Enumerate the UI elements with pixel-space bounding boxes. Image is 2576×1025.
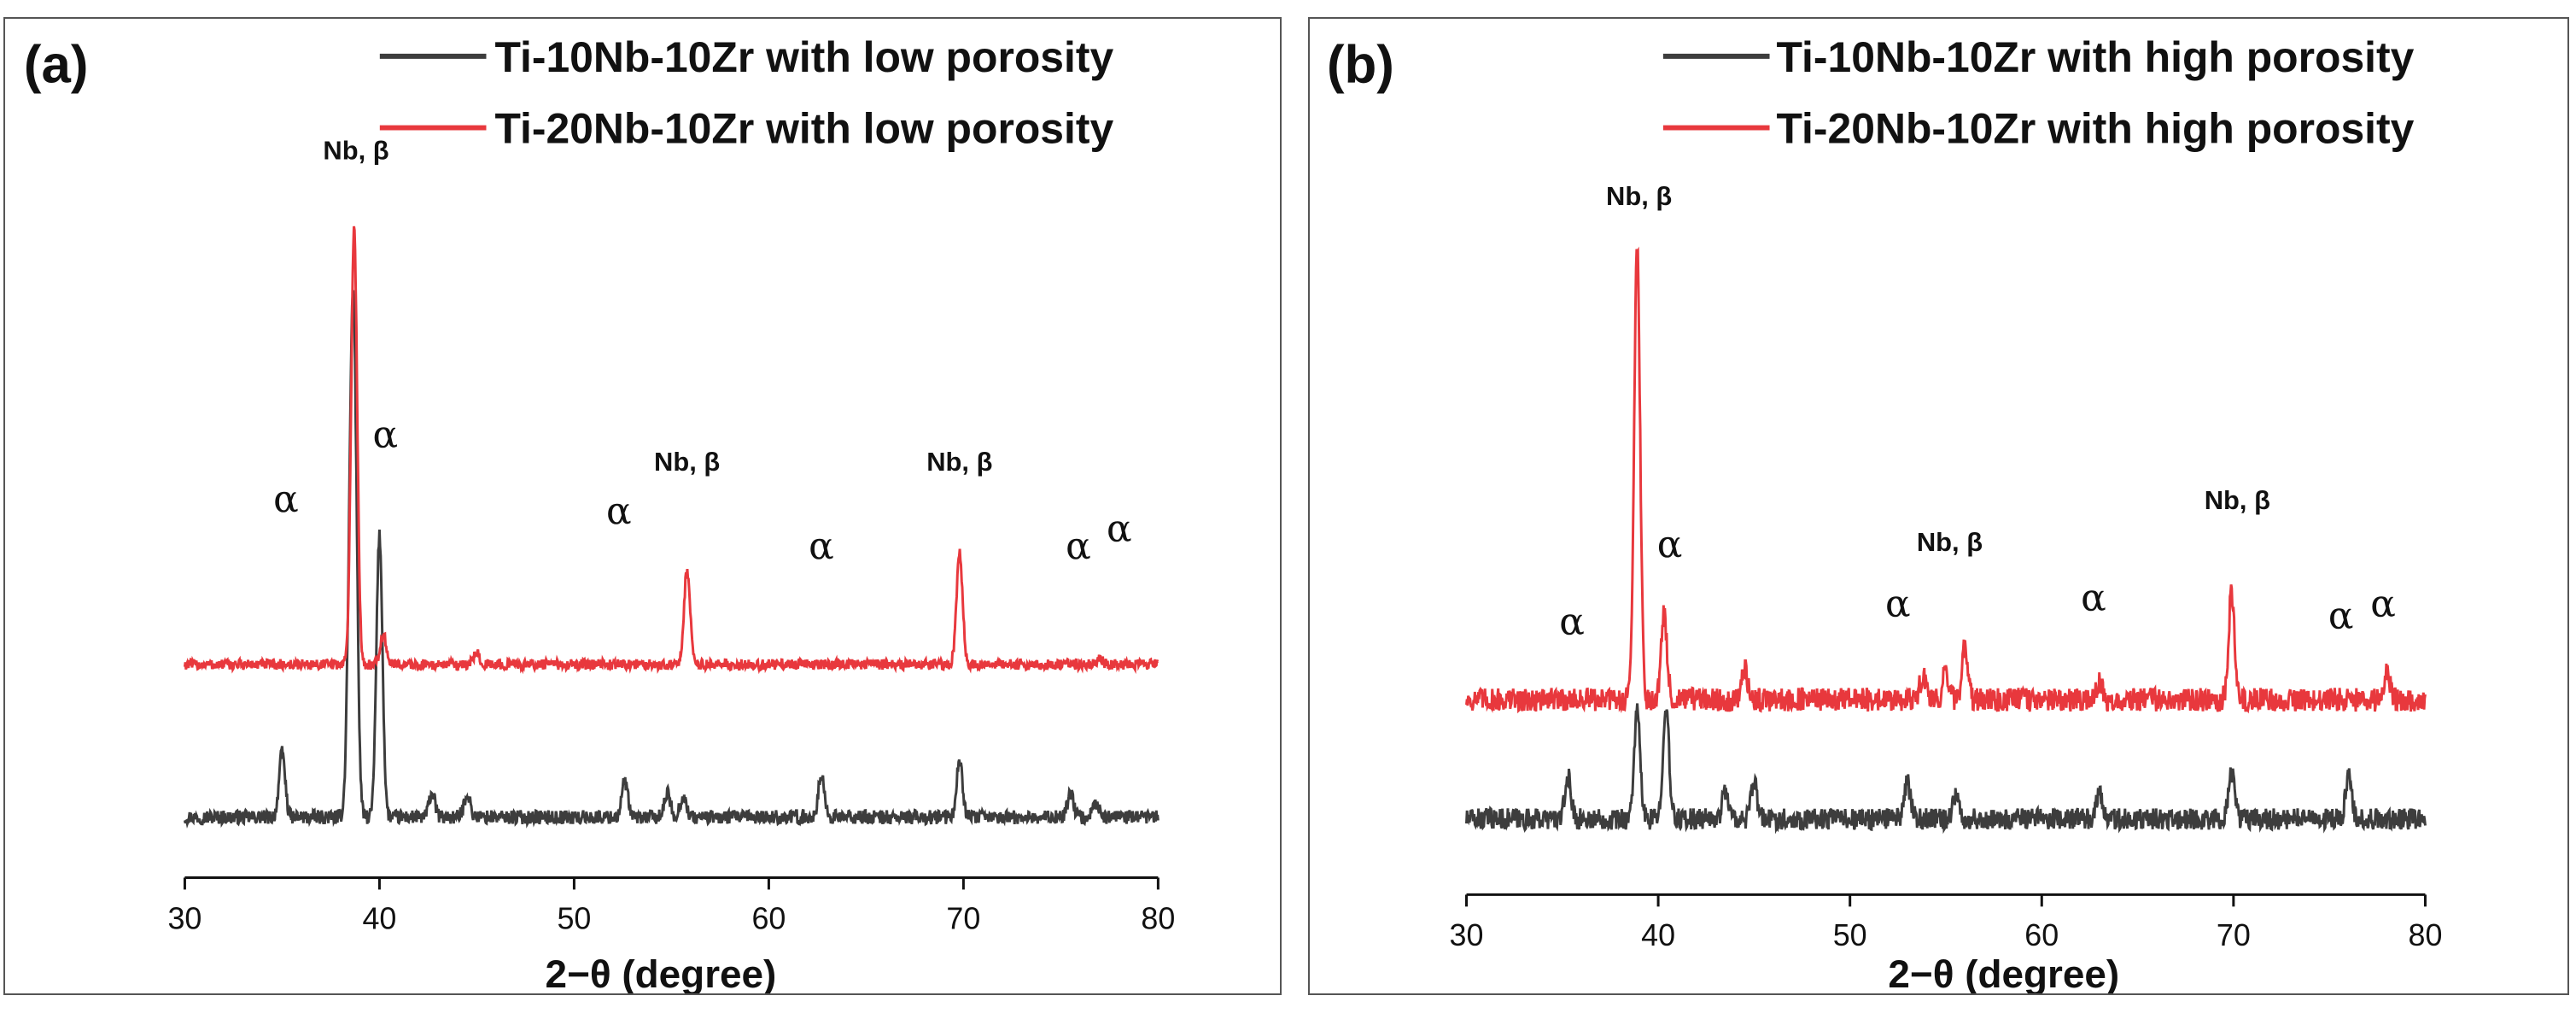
peak-label-nb-beta: Nb, β xyxy=(2205,485,2270,515)
x-tick-label: 70 xyxy=(946,901,980,935)
legend-label-red: Ti-20Nb-10Zr with high porosity xyxy=(1777,105,2415,153)
peak-label-alpha: α xyxy=(273,477,299,521)
panel-a: (a) Ti-10Nb-10Zr with low porosity Ti-20… xyxy=(3,17,1282,995)
legend-label-black: Ti-10Nb-10Zr with high porosity xyxy=(1777,33,2415,81)
peak-label-alpha: α xyxy=(1107,507,1132,551)
x-tick-label: 40 xyxy=(362,901,396,935)
peak-label-alpha: α xyxy=(606,489,632,533)
x-tick-label: 50 xyxy=(557,901,591,935)
x-axis-title: 2−θ (degree) xyxy=(546,952,777,993)
x-tick-label: 30 xyxy=(1450,918,1484,952)
x-tick-label: 80 xyxy=(2408,918,2442,952)
legend-label-red: Ti-20Nb-10Zr with low porosity xyxy=(494,105,1113,153)
peak-label-alpha: α xyxy=(372,413,398,457)
peak-label-alpha: α xyxy=(2328,594,2354,638)
peak-label-nb-beta: Nb, β xyxy=(654,447,720,477)
x-tick-label: 80 xyxy=(1141,901,1175,935)
panel-label-a: (a) xyxy=(24,36,89,95)
peak-label-alpha: α xyxy=(1559,600,1585,643)
x-tick-label: 60 xyxy=(751,901,786,935)
x-tick-label: 60 xyxy=(2024,918,2059,952)
series-line-red xyxy=(183,226,1159,675)
peak-label-nb-beta: Nb, β xyxy=(1606,181,1672,211)
peak-label-alpha: α xyxy=(1657,523,1683,566)
series-line-red xyxy=(1465,246,2427,714)
peak-label-nb-beta: Nb, β xyxy=(1917,527,1983,557)
series-line-black xyxy=(1465,703,2427,835)
panel-b: (b) Ti-10Nb-10Zr with high porosity Ti-2… xyxy=(1308,17,2569,995)
x-tick-label: 30 xyxy=(167,901,202,935)
peak-label-alpha: α xyxy=(1066,524,1091,568)
xrd-chart-b: (b) Ti-10Nb-10Zr with high porosity Ti-2… xyxy=(1327,33,2442,993)
peak-label-nb-beta: Nb, β xyxy=(323,136,388,166)
x-tick-label: 50 xyxy=(1833,918,1867,952)
peak-label-alpha: α xyxy=(809,524,834,568)
x-tick-label: 70 xyxy=(2217,918,2251,952)
legend-label-black: Ti-10Nb-10Zr with low porosity xyxy=(494,33,1113,81)
peak-label-alpha: α xyxy=(2081,577,2106,620)
peak-label-nb-beta: Nb, β xyxy=(926,447,992,477)
peak-label-alpha: α xyxy=(2370,583,2396,626)
xrd-chart-a: (a) Ti-10Nb-10Zr with low porosity Ti-20… xyxy=(24,33,1175,993)
x-tick-label: 40 xyxy=(1641,918,1675,952)
x-axis-title: 2−θ (degree) xyxy=(1888,952,2119,993)
series-line-black xyxy=(183,290,1159,829)
peak-label-alpha: α xyxy=(1885,583,1911,626)
panel-label-b: (b) xyxy=(1327,36,1394,95)
